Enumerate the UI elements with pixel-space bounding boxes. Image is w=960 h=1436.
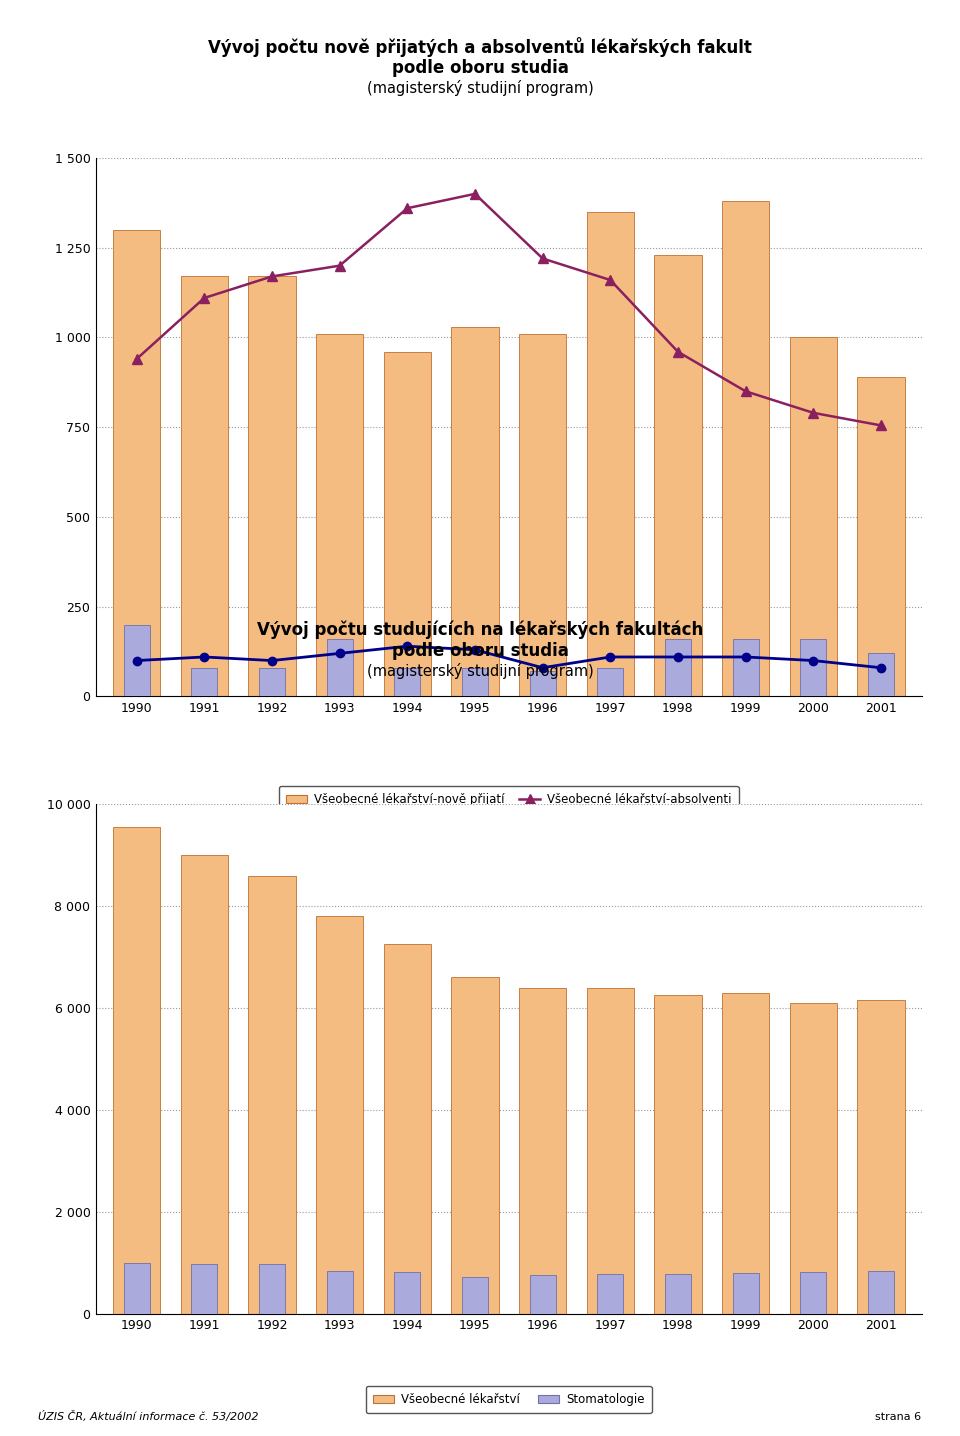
Bar [790, 1002, 837, 1314]
Bar [191, 668, 217, 696]
Bar [801, 1272, 827, 1314]
Text: Vývoj počtu nově přijatých a absolventů lékařských fakult: Vývoj počtu nově přijatých a absolventů … [208, 37, 752, 57]
Bar [857, 378, 904, 696]
Bar [191, 1264, 217, 1314]
Bar [655, 995, 702, 1314]
Bar [249, 876, 296, 1314]
Bar [316, 335, 363, 696]
Text: Vývoj počtu studujících na lékařských fakultách: Vývoj počtu studujících na lékařských fa… [257, 620, 703, 639]
Bar [462, 1277, 488, 1314]
Bar [519, 335, 566, 696]
Bar [790, 337, 837, 696]
Bar [395, 1272, 420, 1314]
Bar [665, 639, 691, 696]
Text: podle oboru studia: podle oboru studia [392, 642, 568, 661]
Bar [326, 639, 352, 696]
Bar [868, 653, 894, 696]
Bar [124, 625, 150, 696]
Bar [732, 639, 758, 696]
Bar [732, 1272, 758, 1314]
Bar [462, 668, 488, 696]
Bar [259, 668, 285, 696]
Bar [655, 256, 702, 696]
Bar [451, 327, 498, 696]
Bar [326, 1271, 352, 1314]
Legend: Všeobecné lékařství, Stomatologie: Všeobecné lékařství, Stomatologie [366, 1386, 652, 1413]
Bar [519, 988, 566, 1314]
Text: podle oboru studia: podle oboru studia [392, 59, 568, 78]
Bar [587, 211, 634, 696]
Bar [857, 1001, 904, 1314]
Bar [180, 276, 228, 696]
Bar [722, 992, 769, 1314]
Bar [113, 827, 160, 1314]
Bar [395, 668, 420, 696]
Text: ÚZIS ČR, Aktuální informace č. 53/2002: ÚZIS ČR, Aktuální informace č. 53/2002 [38, 1410, 259, 1422]
Bar [722, 201, 769, 696]
Bar [384, 352, 431, 696]
Bar [384, 945, 431, 1314]
Bar [113, 230, 160, 696]
Bar [249, 276, 296, 696]
Bar [180, 854, 228, 1314]
Legend: Všeobecné lékařství-nově přijatí, Stomatologie-nově přijatí, Všeobecné lékařství: Všeobecné lékařství-nově přijatí, Stomat… [278, 785, 739, 831]
Bar [451, 978, 498, 1314]
Bar [530, 1275, 556, 1314]
Bar [316, 916, 363, 1314]
Bar [587, 988, 634, 1314]
Text: (magisterský studijní program): (magisterský studijní program) [367, 663, 593, 679]
Bar [868, 1271, 894, 1314]
Bar [597, 1274, 623, 1314]
Text: strana 6: strana 6 [876, 1412, 922, 1422]
Bar [259, 1265, 285, 1314]
Bar [665, 1274, 691, 1314]
Bar [530, 672, 556, 696]
Bar [597, 668, 623, 696]
Bar [124, 1264, 150, 1314]
Text: (magisterský studijní program): (magisterský studijní program) [367, 80, 593, 96]
Bar [801, 639, 827, 696]
